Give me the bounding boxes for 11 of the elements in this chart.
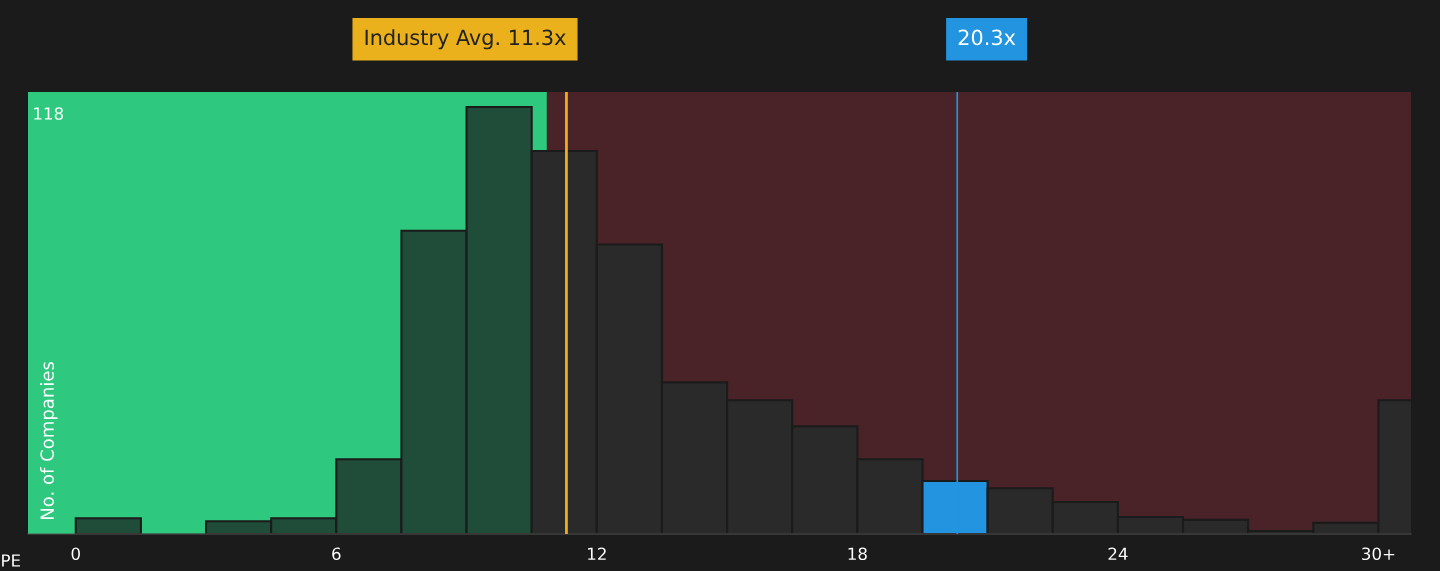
x-tick-label: 0: [71, 547, 80, 561]
x-tick-label: 6: [332, 547, 341, 561]
x-axis-title: PE: [2, 554, 21, 567]
x-tick-label: 30+: [1362, 547, 1395, 561]
y-axis-title: No. of Companies: [40, 362, 58, 519]
x-tick-label: 12: [588, 547, 606, 560]
ref-line-label: Industry Avg. 11.3x: [365, 29, 566, 50]
x-tick-label: 18: [848, 547, 867, 561]
x-tick-label: 24: [1108, 547, 1128, 560]
annotation: 118: [34, 107, 64, 120]
ref-line-label: 20.3x: [958, 29, 1016, 46]
